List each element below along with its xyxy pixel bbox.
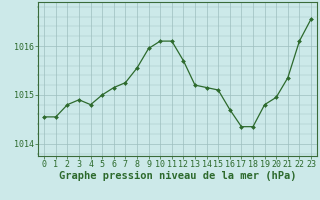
X-axis label: Graphe pression niveau de la mer (hPa): Graphe pression niveau de la mer (hPa) (59, 171, 296, 181)
